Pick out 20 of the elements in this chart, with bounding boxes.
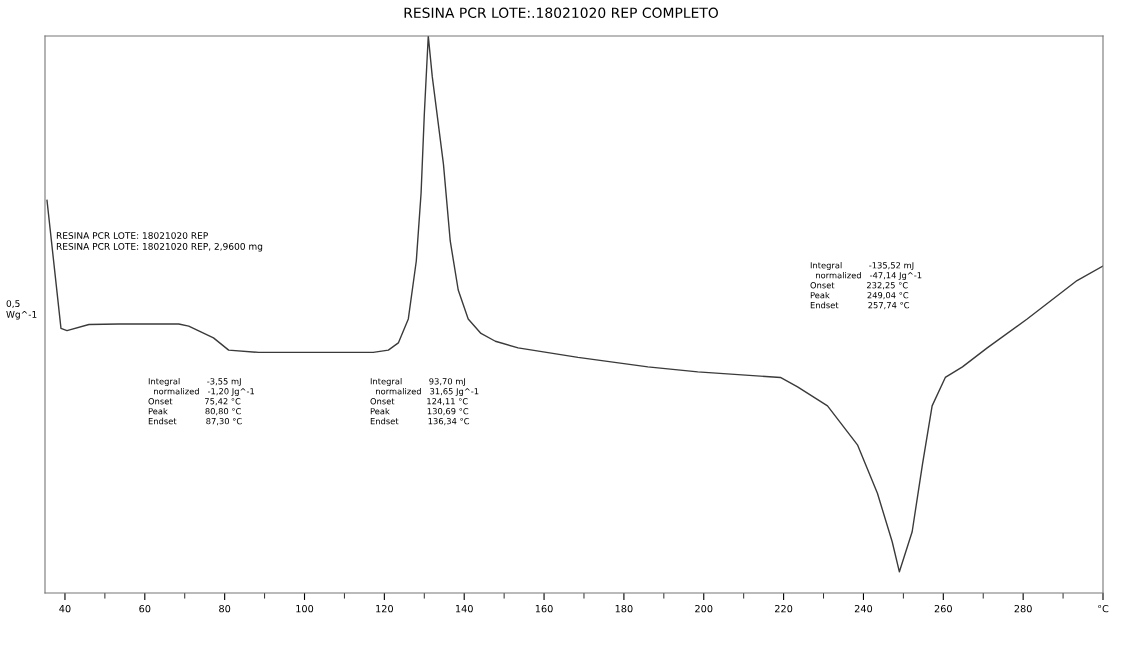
x-tick-label: 220 [775,604,793,613]
x-tick-label: 180 [615,604,633,613]
chart-title: RESINA PCR LOTE:.18021020 REP COMPLETO [404,7,718,19]
x-tick-label: 100 [296,604,314,613]
annotation: Integral -135,52 mJ normalized -47,14 Jg^-1 Onset 232,25 °C Peak 249,04 °C Endset 257,74 °C [810,262,922,310]
x-tick-label: 200 [695,604,713,613]
x-tick-label: 240 [854,604,873,613]
annotation: RESINA PCR LOTE: 18021020 REP RESINA PCR LOTE: 18021020 REP, 2,9600 mg [56,232,263,252]
x-tick-label: 280 [1014,604,1032,613]
text: 0,5 Wg^-1 [6,300,37,320]
x-tick-label: 260 [934,604,952,613]
x-tick-label: 160 [535,604,553,613]
x-tick-label: 60 [139,604,151,613]
x-tick-label: 140 [456,604,473,613]
x-tick-label: 120 [376,604,393,613]
x-tick-label: 40 [59,604,71,613]
annotation: Integral 93,70 mJ normalized 31,65 Jg^-1 Onset 124,11 °C Peak 130,69 °C Endset 136,34 °C [370,378,479,426]
annotation: Integral -3,55 mJ normalized -1,20 Jg^-1 Onset 75,42 °C Peak 80,80 °C Endset 87,30 °C [148,378,255,426]
x-tick-label: 80 [219,604,231,613]
x-tick-label: °C [1098,604,1109,613]
